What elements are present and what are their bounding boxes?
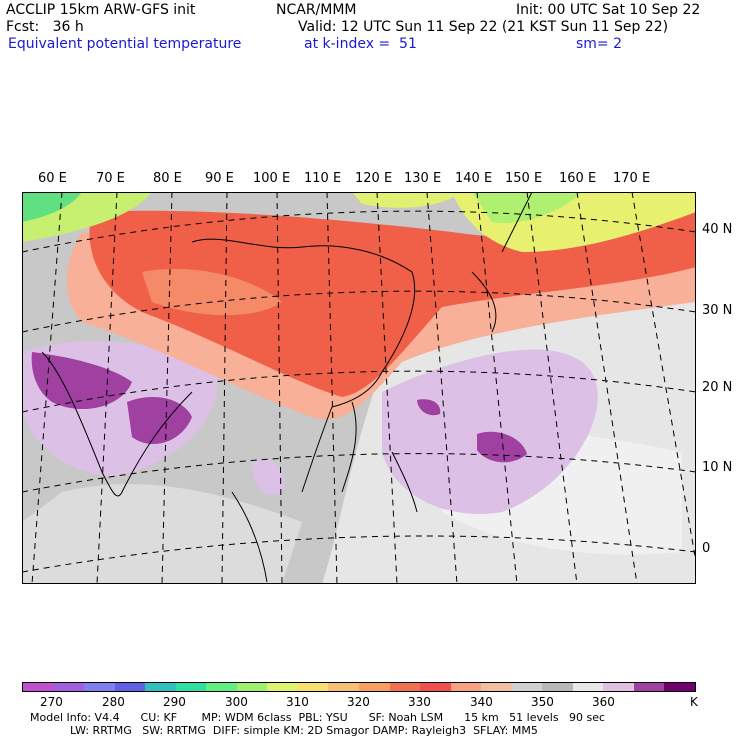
lon-label: 90 E xyxy=(205,171,234,186)
valid-time: Valid: 12 UTC Sun 11 Sep 22 (21 KST Sun … xyxy=(298,19,669,35)
china-coastline xyxy=(191,238,416,493)
tibet-salmon xyxy=(142,268,282,316)
legend-swatch xyxy=(206,683,237,691)
legend-swatch xyxy=(359,683,390,691)
legend-swatch xyxy=(389,683,421,691)
indian-ocean-field xyxy=(22,483,302,584)
legend-swatch xyxy=(633,683,665,691)
lon-label: 60 E xyxy=(38,171,67,186)
lon-label: 130 E xyxy=(404,171,442,186)
forecast-hour: Fcst: 36 h xyxy=(6,19,84,35)
legend-swatch xyxy=(175,683,207,691)
legend-swatch xyxy=(420,683,451,691)
lon-label: 160 E xyxy=(559,171,597,186)
init-time: Init: 00 UTC Sat 10 Sep 22 xyxy=(516,2,701,18)
lat-label: 0 xyxy=(702,541,711,556)
green-ne xyxy=(472,192,582,223)
red-orange-core xyxy=(89,207,696,397)
model-info-line: Model Info: V4.4 CU: KF MP: WDM 6class P… xyxy=(30,711,606,724)
legend-swatch xyxy=(145,683,176,691)
purple-core-pacific xyxy=(477,431,527,463)
legend-swatch xyxy=(23,683,54,691)
japan-korea-coastline xyxy=(471,192,533,333)
legend-tick: 330 xyxy=(408,695,431,709)
map-canvas xyxy=(22,192,696,584)
legend-tick: 280 xyxy=(102,695,125,709)
map-frame xyxy=(22,192,696,584)
legend-tick: 360 xyxy=(592,695,615,709)
legend-tick: 290 xyxy=(163,695,186,709)
legend-swatch xyxy=(267,683,298,691)
legend-swatch xyxy=(603,683,634,691)
legend-tick: 350 xyxy=(531,695,554,709)
sea-coastline xyxy=(231,451,418,583)
lon-label: 110 E xyxy=(304,171,342,186)
lat-label: 30 N xyxy=(702,303,733,318)
legend-unit: K xyxy=(690,695,698,709)
legend-swatch xyxy=(481,683,512,691)
legend-swatch xyxy=(53,683,85,691)
lon-label: 140 E xyxy=(455,171,493,186)
legend-tick: 270 xyxy=(40,695,63,709)
lat-label: 40 N xyxy=(702,222,733,237)
lon-label: 100 E xyxy=(253,171,291,186)
lon-label: 120 E xyxy=(355,171,393,186)
legend-swatch xyxy=(114,683,146,691)
legend-tick: 340 xyxy=(470,695,493,709)
lon-label: 150 E xyxy=(505,171,543,186)
legend-swatch xyxy=(84,683,115,691)
legend-tick: 320 xyxy=(347,695,370,709)
lavender-indochina xyxy=(252,459,285,496)
legend-swatch xyxy=(572,683,604,691)
institution-label: NCAR/MMM xyxy=(276,2,357,18)
legend-tick: 310 xyxy=(286,695,309,709)
yellow-north xyxy=(352,192,462,208)
color-legend xyxy=(22,682,696,692)
lat-label: 10 N xyxy=(702,460,733,475)
legend-swatch xyxy=(328,683,360,691)
legend-swatch xyxy=(664,683,696,691)
legend-swatch xyxy=(511,683,543,691)
legend-swatch xyxy=(542,683,573,691)
physics-info-line: LW: RRTMG SW: RRTMG DIFF: simple KM: 2D … xyxy=(70,724,538,737)
model-title: ACCLIP 15km ARW-GFS init xyxy=(6,2,196,18)
purple-core-philippine-sea xyxy=(417,399,441,416)
lon-label: 170 E xyxy=(613,171,651,186)
lat-label: 20 N xyxy=(702,380,733,395)
level-index: at k-index = 51 xyxy=(304,36,417,52)
legend-tick: 300 xyxy=(225,695,248,709)
lon-label: 80 E xyxy=(153,171,182,186)
graticule xyxy=(22,192,696,584)
lon-label: 70 E xyxy=(96,171,125,186)
india-coastline xyxy=(41,351,193,497)
legend-swatch xyxy=(236,683,268,691)
legend-swatch xyxy=(297,683,329,691)
map-panel xyxy=(22,192,696,584)
legend-swatch xyxy=(450,683,482,691)
field-name: Equivalent potential temperature xyxy=(8,36,242,52)
green-nw xyxy=(22,192,82,222)
smoothing: sm= 2 xyxy=(576,36,623,52)
